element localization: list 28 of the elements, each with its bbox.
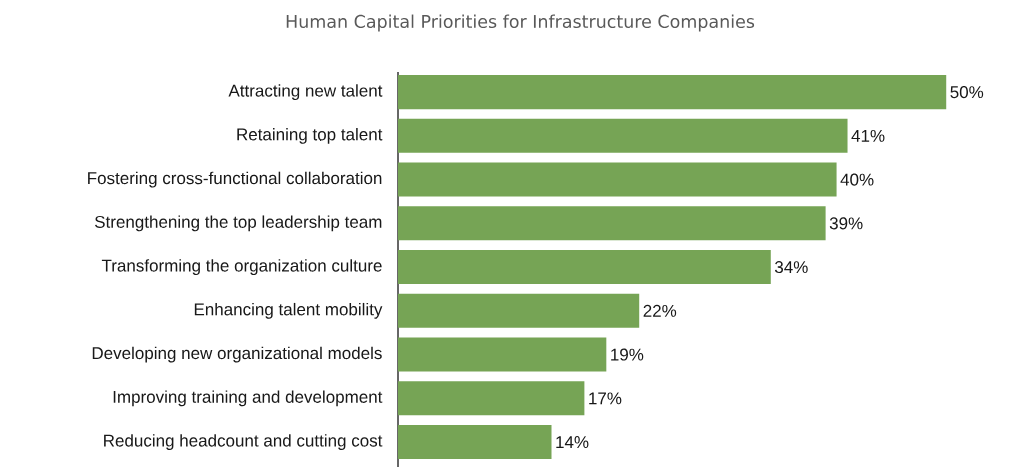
data-label: 17%: [589, 392, 622, 405]
y-tick-label: Fostering cross-functional collaboration: [88, 171, 382, 188]
y-tick-label: Attracting new talent: [228, 84, 383, 101]
data-label: 34%: [774, 261, 808, 274]
y-tick-label: Transforming the organization culture: [101, 259, 382, 276]
data-label: 39%: [829, 217, 863, 230]
bar: [398, 75, 947, 110]
bar: [398, 206, 826, 241]
y-tick-label: Developing new organizational models: [92, 346, 382, 363]
bar: [398, 425, 552, 460]
y-tick-label: Strengthening the top leadership team: [94, 215, 382, 232]
y-tick-label: Reducing headcount and cutting cost: [104, 434, 383, 451]
y-tick-label: Improving training and development: [113, 390, 383, 407]
data-label: 41%: [851, 130, 885, 143]
bar: [398, 381, 585, 416]
data-label: 14%: [556, 436, 589, 449]
bar: [398, 337, 607, 372]
chart-title: Human Capital Priorities for Infrastructure Companies: [286, 14, 755, 32]
bar: [398, 250, 771, 285]
bar: [398, 162, 837, 197]
bar: [398, 294, 640, 329]
y-tick-label: Enhancing talent mobility: [194, 303, 383, 319]
data-label: 19%: [611, 348, 644, 361]
data-label: 22%: [643, 305, 677, 318]
data-label: 50%: [950, 86, 984, 99]
bar: [398, 119, 848, 154]
y-tick-label: Retaining top talent: [237, 128, 383, 144]
data-label: 40%: [840, 173, 874, 186]
